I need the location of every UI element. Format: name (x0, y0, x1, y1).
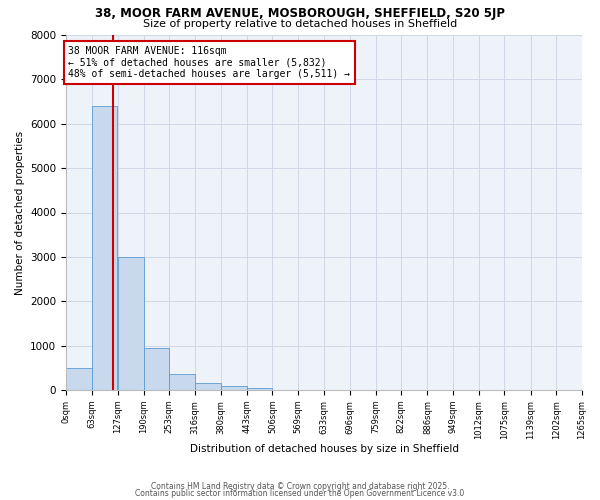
Text: Contains public sector information licensed under the Open Government Licence v3: Contains public sector information licen… (136, 489, 464, 498)
Text: 38 MOOR FARM AVENUE: 116sqm
← 51% of detached houses are smaller (5,832)
48% of : 38 MOOR FARM AVENUE: 116sqm ← 51% of det… (68, 46, 350, 80)
Bar (66, 368, 92, 390)
Text: 38, MOOR FARM AVENUE, MOSBOROUGH, SHEFFIELD, S20 5JP: 38, MOOR FARM AVENUE, MOSBOROUGH, SHEFFI… (95, 8, 505, 20)
Bar (169, 374, 195, 390)
Bar (118, 257, 143, 390)
Bar (92, 106, 118, 390)
Text: Contains HM Land Registry data © Crown copyright and database right 2025.: Contains HM Land Registry data © Crown c… (151, 482, 449, 491)
X-axis label: Distribution of detached houses by size in Sheffield: Distribution of detached houses by size … (190, 444, 458, 454)
Bar (221, 386, 247, 390)
Bar (143, 348, 169, 390)
Bar (195, 384, 221, 390)
Text: Size of property relative to detached houses in Sheffield: Size of property relative to detached ho… (143, 19, 457, 29)
Y-axis label: Number of detached properties: Number of detached properties (14, 130, 25, 294)
Bar (247, 388, 272, 390)
